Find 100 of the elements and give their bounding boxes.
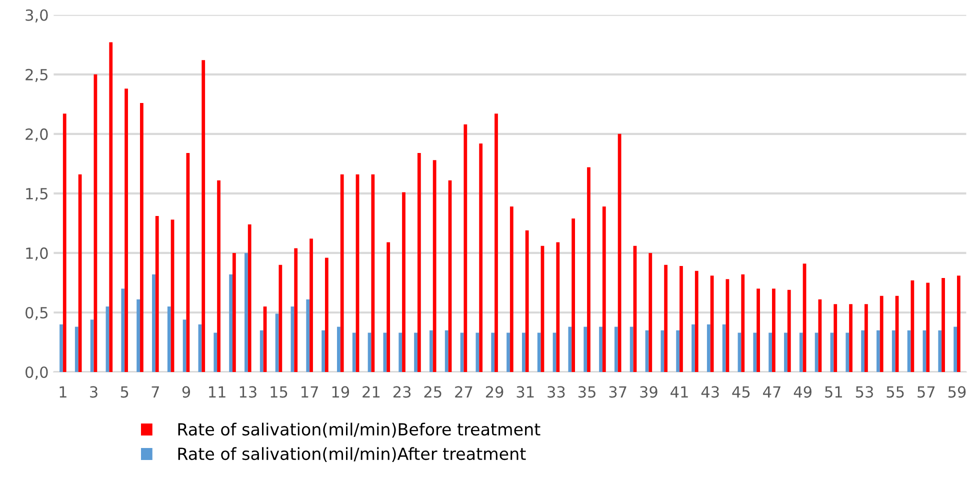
x-tick-label: 5 — [120, 386, 128, 398]
bar — [864, 304, 868, 372]
bar — [772, 288, 776, 372]
bar — [491, 332, 495, 372]
x-tick-label: 3 — [90, 386, 98, 398]
x-tick-label: 53 — [856, 386, 873, 398]
bar — [525, 230, 529, 372]
bar — [584, 326, 588, 372]
bar — [155, 216, 159, 372]
bar — [880, 296, 884, 372]
x-tick-label: 47 — [763, 386, 780, 398]
bar — [706, 324, 710, 372]
bar — [479, 143, 483, 372]
bar — [444, 330, 448, 372]
bar — [140, 102, 144, 372]
bar — [556, 242, 560, 372]
x-tick-label: 45 — [732, 386, 750, 398]
bar — [630, 326, 634, 372]
bar — [429, 330, 433, 372]
bar — [680, 266, 683, 372]
bar — [383, 332, 387, 372]
x-tick-label: 23 — [393, 386, 411, 398]
bar — [352, 332, 356, 372]
bar — [602, 206, 606, 372]
bar — [692, 324, 695, 372]
x-tick-label: 39 — [640, 386, 658, 398]
bar — [248, 224, 252, 372]
bar — [310, 238, 313, 372]
x-tick-label: 25 — [424, 386, 442, 398]
x-tick-label: 59 — [948, 386, 966, 398]
x-tick-label: 9 — [182, 386, 190, 398]
y-tick-label: 0,5 — [26, 306, 48, 320]
x-tick-label: 19 — [332, 386, 350, 398]
bar — [417, 152, 421, 372]
bar — [834, 304, 838, 372]
bar — [814, 332, 818, 372]
x-tick-label: 11 — [209, 386, 226, 398]
bar — [599, 326, 602, 372]
bar — [322, 330, 325, 372]
bar — [124, 88, 128, 372]
bar — [618, 134, 622, 372]
legend-label: Rate of salivation(mil/min)Before treatment — [178, 422, 540, 438]
x-tick-label: 13 — [240, 386, 256, 398]
bar — [587, 167, 590, 372]
bar — [614, 326, 618, 372]
bar — [660, 330, 664, 372]
bar — [876, 330, 880, 372]
bar — [217, 180, 220, 372]
bar — [186, 152, 190, 372]
bar — [568, 326, 572, 372]
bar — [402, 192, 406, 372]
y-tick-label: 1,5 — [26, 188, 48, 202]
bar — [572, 218, 576, 372]
bar — [324, 258, 328, 372]
bar — [121, 288, 125, 372]
bar — [756, 288, 760, 372]
x-tick-label: 29 — [486, 386, 504, 398]
bar — [60, 324, 63, 372]
bar — [337, 326, 340, 372]
bar — [942, 278, 945, 372]
y-tick-label: 2,5 — [26, 68, 48, 82]
bar — [910, 280, 914, 372]
bar — [938, 330, 942, 372]
x-tick-label: 27 — [455, 386, 472, 398]
bar — [787, 290, 791, 372]
bar — [152, 274, 156, 372]
bar — [664, 264, 668, 372]
bar — [768, 332, 772, 372]
bar — [476, 332, 480, 372]
x-tick-label: 1 — [60, 386, 66, 398]
bar — [214, 332, 218, 372]
bar — [954, 326, 957, 372]
x-tick-label: 43 — [701, 386, 719, 398]
bar — [386, 242, 390, 372]
x-tick-label: 49 — [794, 386, 812, 398]
bar — [956, 276, 960, 372]
x-tick-label: 33 — [548, 386, 565, 398]
bar — [741, 274, 745, 372]
bar — [278, 264, 282, 372]
x-tick-label: 41 — [670, 386, 688, 398]
bar — [306, 299, 310, 372]
x-tick-label: 21 — [362, 386, 380, 398]
bar — [849, 304, 852, 372]
x-tick-label: 15 — [270, 386, 288, 398]
bar — [676, 330, 680, 372]
bar — [648, 252, 652, 372]
bar — [109, 42, 113, 372]
bar — [371, 174, 375, 372]
bar — [510, 206, 514, 372]
x-tick-label: 17 — [302, 386, 318, 398]
x-tick-label: 55 — [886, 386, 904, 398]
bar — [506, 332, 510, 372]
bar — [167, 306, 171, 372]
legend-label: Rate of salivation(mil/min)After treatment — [178, 447, 526, 462]
bar — [414, 332, 418, 372]
bar — [722, 324, 726, 372]
x-tick-label: 51 — [825, 386, 842, 398]
bar — [784, 332, 788, 372]
bar — [62, 114, 66, 372]
bar — [90, 320, 94, 372]
